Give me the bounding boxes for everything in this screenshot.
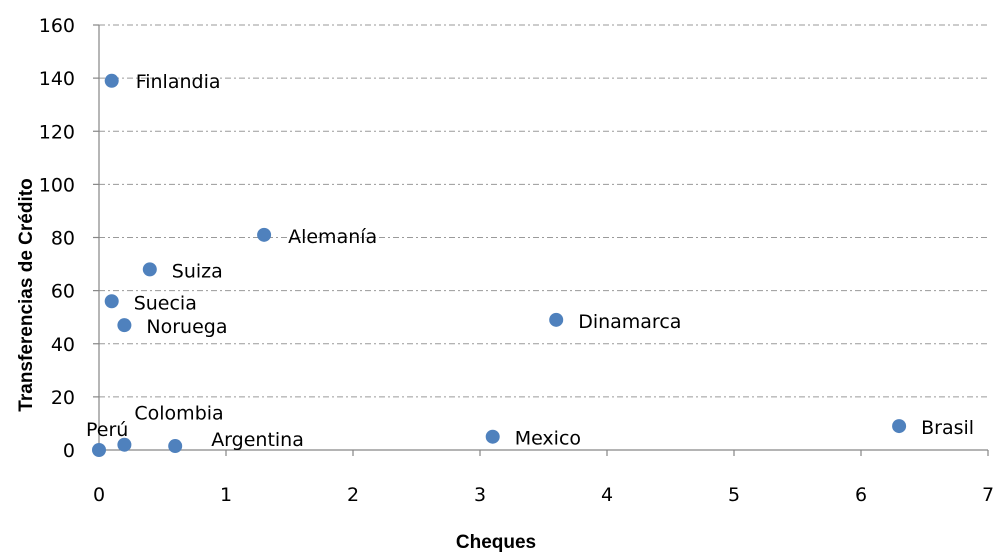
data-point [92, 443, 106, 457]
y-tick-label: 100 [39, 174, 75, 196]
data-point [117, 318, 132, 333]
y-tick-label: 80 [51, 228, 75, 250]
y-tick-label: 140 [39, 68, 75, 90]
x-tick-label: 6 [855, 484, 867, 506]
data-point [257, 227, 272, 242]
data-label: Perú [86, 419, 128, 441]
data-label: Brasil [921, 417, 974, 439]
gridlines [99, 24, 988, 398]
y-axis-title: Transferencias de Crédito [16, 178, 37, 411]
data-label: Noruega [146, 316, 227, 338]
data-point [485, 429, 500, 444]
x-axis-title: Cheques [456, 532, 536, 553]
x-tick-label: 0 [93, 484, 105, 506]
y-tick-label: 0 [63, 440, 75, 462]
y-tick-label: 20 [51, 387, 75, 409]
data-label: Finlandia [136, 71, 221, 93]
data-point [142, 262, 157, 277]
x-tick-label: 2 [347, 484, 359, 506]
data-point [549, 312, 564, 327]
data-label: Alemanía [288, 226, 377, 248]
data-points [92, 73, 907, 457]
data-label: Suiza [172, 260, 223, 282]
y-tick-label: 120 [39, 121, 75, 143]
y-tick-label: 60 [51, 281, 75, 303]
data-point [104, 294, 119, 309]
y-tick-label: 160 [39, 15, 75, 37]
y-tick-label: 40 [51, 334, 75, 356]
x-tick-label: 7 [982, 484, 993, 506]
x-tick-label: 5 [728, 484, 740, 506]
x-tick-label: 4 [601, 484, 613, 506]
x-tick-label: 3 [474, 484, 486, 506]
x-tick-label: 1 [220, 484, 232, 506]
data-point [117, 437, 132, 452]
tick-labels: 0 20 40 60 80 100 120 140 160 0 1 2 3 4 5 6 7 [39, 15, 993, 506]
data-label: Dinamarca [578, 311, 681, 333]
data-label: Mexico [515, 428, 581, 450]
data-point [168, 439, 183, 454]
data-point [892, 419, 907, 434]
data-label: Colombia [134, 403, 223, 425]
data-point [104, 73, 119, 88]
data-label: Suecia [134, 292, 197, 314]
axes [93, 24, 989, 456]
data-label: Argentina [211, 429, 304, 451]
